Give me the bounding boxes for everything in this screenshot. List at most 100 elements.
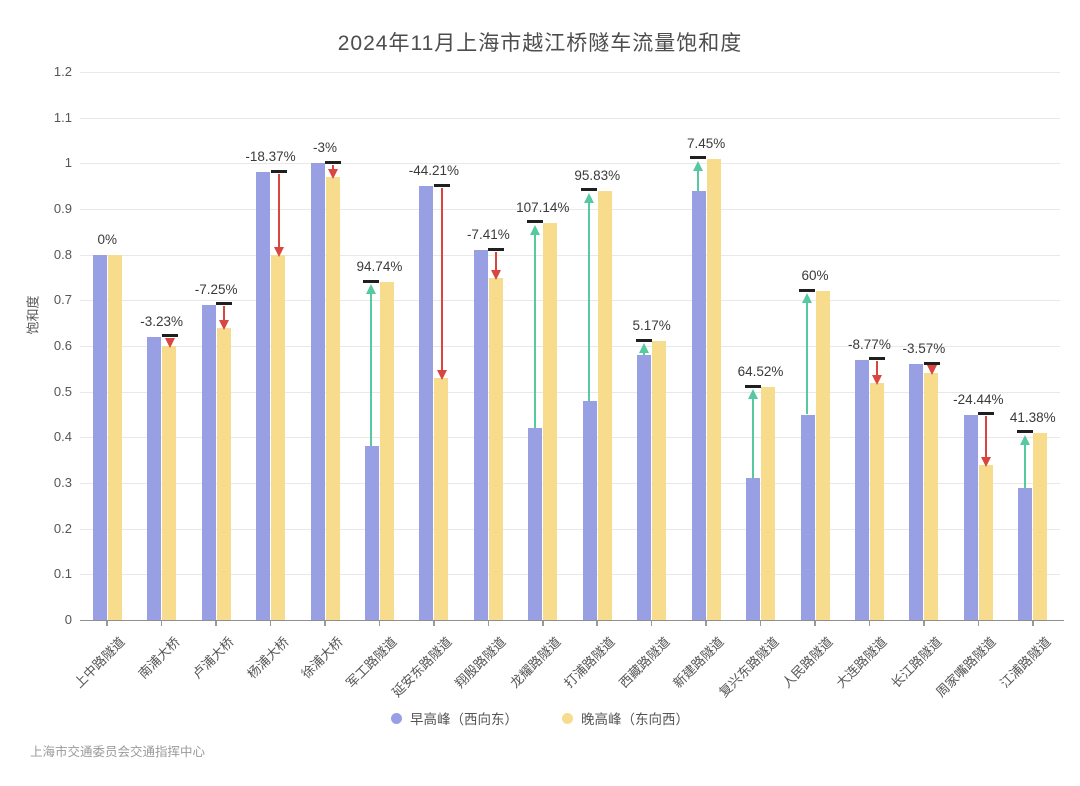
bar-morning-peak[interactable] — [1018, 487, 1033, 620]
bar-morning-peak[interactable] — [582, 400, 597, 620]
x-category-label: 南浦大桥 — [135, 634, 183, 682]
change-cap — [270, 169, 287, 173]
decrease-arrow-icon — [219, 319, 230, 330]
decrease-arrow-line — [495, 251, 498, 271]
bar-evening-peak[interactable] — [597, 190, 612, 620]
change-percent-label: 5.17% — [632, 318, 671, 334]
x-axis-tick — [1032, 621, 1034, 626]
change-cap — [433, 183, 450, 187]
change-percent-label: 0% — [97, 231, 117, 247]
legend-label-evening-peak: 晚高峰（东向西） — [581, 712, 689, 727]
bar-morning-peak[interactable] — [637, 355, 652, 620]
decrease-arrow-icon — [436, 369, 447, 380]
bar-morning-peak[interactable] — [473, 250, 488, 620]
change-cap — [869, 357, 886, 361]
x-axis-tick — [705, 621, 707, 626]
x-category-label: 徐浦大桥 — [298, 634, 346, 682]
bar-evening-peak[interactable] — [216, 327, 231, 620]
gridline — [80, 437, 1060, 439]
increase-arrow-icon — [693, 160, 704, 171]
bar-evening-peak[interactable] — [271, 254, 286, 620]
bar-morning-peak[interactable] — [92, 254, 107, 620]
decrease-arrow-line — [985, 416, 988, 458]
gridline — [80, 391, 1060, 393]
bar-evening-peak[interactable] — [815, 291, 830, 620]
bar-evening-peak[interactable] — [325, 177, 340, 620]
gridline — [80, 574, 1060, 576]
change-cap — [978, 412, 995, 415]
bar-evening-peak[interactable] — [869, 382, 884, 620]
bar-evening-peak[interactable] — [488, 277, 503, 620]
bar-morning-peak[interactable] — [963, 414, 978, 620]
bar-evening-peak[interactable] — [162, 346, 177, 620]
bar-evening-peak[interactable] — [924, 373, 939, 620]
x-axis-tick — [759, 621, 762, 626]
change-percent-label: -8.77% — [848, 336, 891, 352]
x-category-label: 杨浦大桥 — [243, 634, 292, 682]
change-cap — [744, 384, 761, 388]
change-cap — [526, 220, 543, 224]
change-percent-label: -24.44% — [953, 391, 1004, 407]
change-percent-label: 94.74% — [356, 259, 403, 275]
change-cap — [363, 279, 380, 283]
bar-morning-peak[interactable] — [201, 304, 216, 620]
bar-morning-peak[interactable] — [691, 190, 706, 620]
bar-morning-peak[interactable] — [909, 364, 924, 620]
increase-arrow-line — [751, 398, 754, 479]
increase-arrow-line — [533, 233, 536, 429]
change-cap — [161, 334, 178, 338]
bar-evening-peak[interactable] — [761, 387, 776, 620]
x-category-label: 大连路隧道 — [833, 634, 891, 691]
bar-evening-peak[interactable] — [543, 222, 558, 620]
change-percent-label: 41.38% — [1009, 409, 1056, 425]
change-cap — [581, 188, 598, 192]
x-category-label: 龙耀路隧道 — [506, 634, 564, 691]
change-percent-label: 95.83% — [574, 167, 621, 183]
y-tick-label: 0.2 — [53, 520, 72, 536]
decrease-arrow-line — [277, 173, 280, 248]
decrease-arrow-icon — [273, 246, 284, 257]
bar-evening-peak[interactable] — [434, 377, 449, 620]
bar-evening-peak[interactable] — [978, 464, 993, 620]
change-cap — [216, 302, 233, 306]
legend-item-evening-peak[interactable]: 晚高峰（东向西） — [562, 708, 689, 728]
gridline — [80, 72, 1060, 73]
bar-evening-peak[interactable] — [379, 282, 394, 620]
legend-label-morning-peak: 早高峰（西向东） — [410, 712, 518, 727]
y-tick-label: 0.3 — [53, 475, 72, 490]
bar-evening-peak[interactable] — [1033, 432, 1048, 620]
bar-morning-peak[interactable] — [854, 359, 869, 620]
x-axis-tick — [868, 621, 871, 626]
increase-arrow-icon — [747, 389, 758, 400]
bar-morning-peak[interactable] — [364, 446, 379, 620]
decrease-arrow-icon — [872, 374, 883, 385]
legend-item-morning-peak[interactable]: 早高峰（西向东） — [391, 708, 518, 728]
bar-morning-peak[interactable] — [310, 163, 325, 620]
decrease-arrow-line — [332, 164, 334, 171]
bar-morning-peak[interactable] — [800, 414, 815, 620]
change-percent-label: -3.57% — [902, 341, 946, 357]
bar-morning-peak[interactable] — [528, 428, 543, 620]
increase-arrow-line — [806, 302, 808, 415]
change-percent-label: -7.41% — [466, 227, 510, 243]
increase-arrow-line — [1023, 443, 1026, 488]
bar-evening-peak[interactable] — [107, 254, 122, 620]
gridline — [80, 163, 1060, 165]
y-tick-label: 0.8 — [53, 246, 72, 262]
x-axis-tick — [378, 621, 381, 626]
bar-evening-peak[interactable] — [706, 158, 721, 620]
bar-morning-peak[interactable] — [746, 478, 761, 620]
bar-evening-peak[interactable] — [652, 341, 667, 620]
x-axis-tick — [433, 621, 435, 626]
change-percent-label: 107.14% — [516, 199, 570, 215]
bar-morning-peak[interactable] — [147, 336, 162, 620]
change-cap — [635, 338, 652, 342]
decrease-arrow-line — [876, 361, 879, 376]
x-category-label: 翔殷路隧道 — [452, 634, 510, 691]
bar-morning-peak[interactable] — [419, 186, 434, 620]
y-tick-label: 1 — [64, 155, 72, 171]
y-tick-label: 1.1 — [53, 109, 72, 125]
bar-morning-peak[interactable] — [256, 172, 271, 620]
decrease-arrow-icon — [981, 456, 992, 467]
